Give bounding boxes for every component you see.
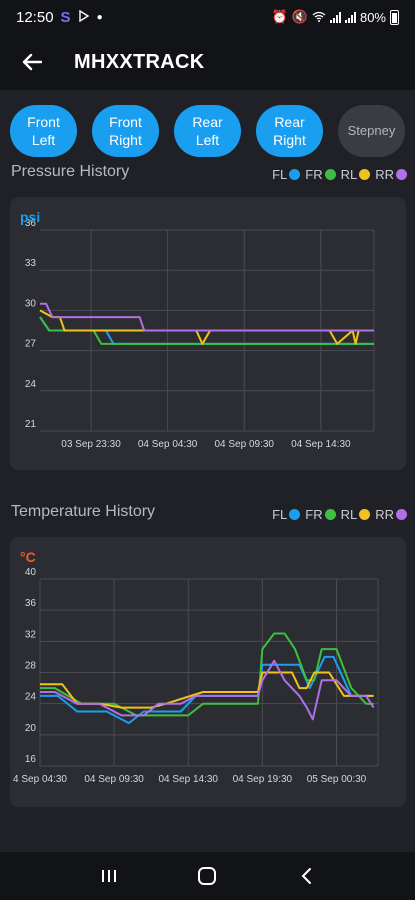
notification-dot-icon: ● <box>96 11 103 23</box>
temperature-x-tick-label: 4 Sep 04:30 <box>13 774 67 785</box>
temperature-y-tick-label: 28 <box>25 661 37 672</box>
pressure-series-rr <box>40 302 374 332</box>
legend-item-rl: RL <box>341 507 371 522</box>
legend-dot-icon <box>396 169 407 180</box>
battery-icon <box>390 9 399 25</box>
wifi-icon <box>312 10 326 25</box>
temperature-chart: 16 20 24 28 32 36 40 4 Sep 04:30 04 Sep 09:30 04 … <box>13 567 379 785</box>
temperature-y-tick-label: 20 <box>25 723 37 734</box>
temperature-x-tick-label: 04 Sep 19:30 <box>233 774 293 785</box>
temperature-chart-card: 16 20 24 28 32 36 40 4 Sep 04:30 04 Sep 09:30 04 … <box>10 537 406 807</box>
back-button[interactable] <box>12 42 52 82</box>
play-store-icon <box>78 9 90 25</box>
pressure-y-tick-label: 36 <box>25 218 37 229</box>
pressure-y-tick-label: 27 <box>25 339 37 350</box>
legend-item-rr: RR <box>375 507 407 522</box>
legend-dot-icon <box>324 169 336 180</box>
pressure-y-tick-label: 30 <box>25 298 37 309</box>
legend-item-fl: FL <box>272 167 301 182</box>
recent-apps-button[interactable] <box>89 856 129 896</box>
status-bar: 12:50 S ● ⏰ 🔇 80% <box>0 0 415 34</box>
pressure-y-tick-label: 24 <box>25 379 37 390</box>
pressure-series-rl <box>39 309 374 345</box>
legend-dot-icon <box>289 509 301 520</box>
legend-dot-icon <box>289 169 301 180</box>
temperature-unit-label: °C <box>20 549 36 565</box>
temperature-y-tick-label: 24 <box>25 692 37 703</box>
temperature-x-tick-label: 04 Sep 14:30 <box>158 774 218 785</box>
temperature-series-rr <box>40 659 375 721</box>
temperature-y-tick-label: 16 <box>25 754 37 765</box>
pressure-x-tick-label: 03 Sep 23:30 <box>61 439 121 450</box>
pressure-legend: FL FR RL RR <box>270 167 407 182</box>
temperature-legend: FL FR RL RR <box>270 507 407 522</box>
legend-dot-icon <box>359 169 371 180</box>
temperature-series-fr <box>40 632 374 717</box>
recent-apps-icon <box>102 870 117 882</box>
alarm-icon: ⏰ <box>271 9 288 24</box>
app-bar: MHXXTRACK <box>0 34 415 90</box>
tire-button-rear-right[interactable]: Rear Right <box>256 105 323 157</box>
signal-icon <box>329 11 341 23</box>
temperature-section-title: Temperature History <box>11 503 156 520</box>
pressure-y-tick-label: 21 <box>25 419 37 430</box>
pressure-y-tick-label: 33 <box>25 258 37 269</box>
tire-button-stepney[interactable]: Stepney <box>338 105 405 157</box>
pressure-section-title: Pressure History <box>11 163 130 180</box>
legend-dot-icon <box>359 509 371 520</box>
pressure-x-tick-label: 04 Sep 04:30 <box>138 439 198 450</box>
legend-dot-icon <box>324 509 336 520</box>
tire-button-front-left[interactable]: Front Left <box>10 105 77 157</box>
pressure-unit-label: psi <box>20 209 41 225</box>
home-button[interactable] <box>187 856 227 896</box>
nav-back-button[interactable] <box>286 856 326 896</box>
samsung-notification-icon: S <box>60 8 71 26</box>
battery-percent: 80% <box>359 9 386 25</box>
temperature-x-tick-label: 05 Sep 00:30 <box>307 774 367 785</box>
legend-item-fr: FR <box>305 167 336 182</box>
temperature-x-tick-label: 04 Sep 09:30 <box>84 774 144 785</box>
status-time: 12:50 <box>16 8 54 26</box>
home-icon <box>198 867 217 885</box>
system-nav-bar <box>0 852 415 900</box>
temperature-series-rl <box>40 671 374 709</box>
tire-button-rear-left[interactable]: Rear Left <box>174 105 241 157</box>
legend-item-fl: FL <box>272 507 301 522</box>
chevron-left-icon <box>301 868 311 884</box>
temperature-series-fl <box>40 655 374 725</box>
page-title: MHXXTRACK <box>74 50 205 73</box>
pressure-x-tick-label: 04 Sep 09:30 <box>214 439 274 450</box>
signal-2-icon <box>344 11 356 23</box>
temperature-y-tick-label: 36 <box>25 598 37 609</box>
legend-item-rl: RL <box>341 167 371 182</box>
pressure-x-tick-label: 04 Sep 14:30 <box>291 439 351 450</box>
legend-item-fr: FR <box>305 507 336 522</box>
tire-button-front-right[interactable]: Front Right <box>92 105 159 157</box>
pressure-chart-card: 21 24 27 30 33 36 03 Sep 23:30 04 Sep 04:30 04 S… <box>10 197 406 470</box>
tire-selector: Front Left Front Right Rear Left Rear Right … <box>10 105 408 157</box>
legend-dot-icon <box>396 509 407 520</box>
mute-icon: 🔇 <box>291 9 308 24</box>
temperature-y-tick-label: 32 <box>25 629 37 640</box>
temperature-y-tick-label: 40 <box>25 567 37 578</box>
pressure-chart: 21 24 27 30 33 36 03 Sep 23:30 04 Sep 04:30 04 S… <box>25 218 375 450</box>
main-content: Front Left Front Right Rear Left Rear Right … <box>0 90 415 852</box>
legend-item-rr: RR <box>375 167 407 182</box>
arrow-left-icon <box>22 53 42 71</box>
